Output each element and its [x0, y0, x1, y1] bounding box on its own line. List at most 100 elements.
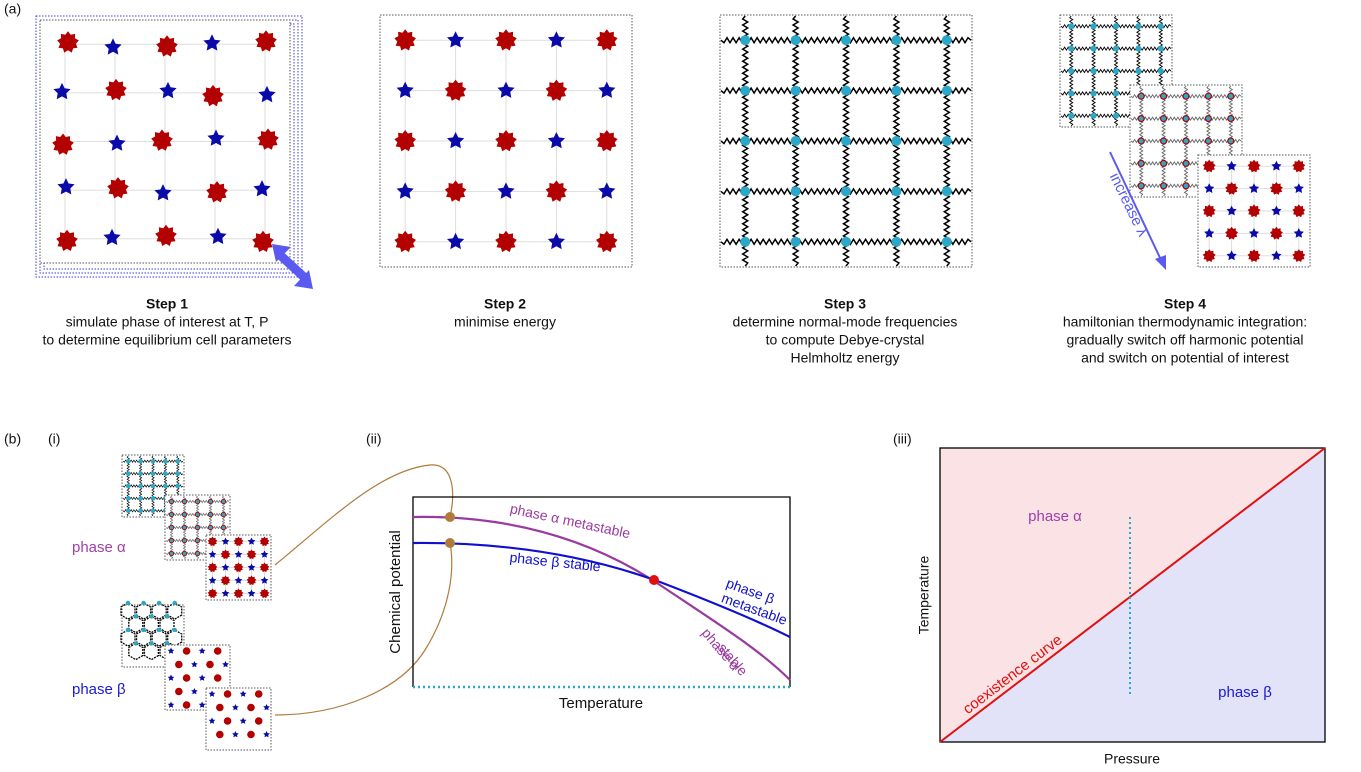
node — [134, 641, 138, 645]
node — [182, 551, 187, 556]
node — [1228, 93, 1234, 99]
node — [1068, 113, 1074, 119]
node — [1138, 93, 1144, 99]
step-text: hamiltonian thermodynamic integration: — [1063, 314, 1307, 330]
node — [740, 237, 750, 247]
node — [173, 628, 177, 632]
node — [1068, 68, 1074, 74]
node — [1183, 116, 1189, 122]
node — [1161, 183, 1167, 189]
node — [1158, 23, 1164, 29]
node — [221, 499, 226, 504]
x-axis-label: Pressure — [1104, 751, 1160, 767]
node — [195, 499, 200, 504]
node — [138, 484, 143, 489]
node — [791, 86, 801, 96]
node — [1158, 46, 1164, 52]
node — [195, 525, 200, 530]
red-atom — [183, 701, 191, 709]
node — [1205, 138, 1211, 144]
cell-arrow — [280, 255, 305, 278]
y-axis-label: Chemical potential — [387, 530, 404, 653]
red-atom — [175, 688, 183, 696]
node — [1135, 23, 1141, 29]
node — [208, 525, 213, 530]
state-point — [445, 538, 455, 548]
node — [1091, 23, 1097, 29]
red-atom — [183, 674, 191, 682]
node — [1228, 138, 1234, 144]
node — [208, 512, 213, 517]
node — [1138, 183, 1144, 189]
node — [141, 628, 145, 632]
node — [126, 509, 131, 514]
node — [195, 538, 200, 543]
node — [1135, 46, 1141, 52]
state-point — [445, 512, 455, 522]
node — [841, 136, 851, 146]
step-text: and switch on potential of interest — [1081, 350, 1289, 366]
step-text: simulate phase of interest at T, P — [66, 314, 269, 330]
red-atom — [183, 647, 191, 655]
node — [169, 499, 174, 504]
node — [942, 136, 952, 146]
node — [1091, 46, 1097, 52]
node — [1113, 90, 1119, 96]
node — [176, 484, 181, 489]
step-text: gradually switch off harmonic potential — [1066, 332, 1303, 348]
node — [141, 601, 145, 605]
node — [1183, 160, 1189, 166]
node — [740, 86, 750, 96]
step-title: Step 2 — [484, 296, 526, 312]
node — [1068, 90, 1074, 96]
step-text: determine normal-mode frequencies — [733, 314, 958, 330]
node — [1183, 93, 1189, 99]
red-atom — [224, 690, 232, 698]
node — [791, 35, 801, 45]
node — [176, 459, 181, 464]
connector — [275, 465, 453, 565]
step-title: Step 1 — [146, 296, 188, 312]
node — [151, 484, 156, 489]
node — [1205, 93, 1211, 99]
phase-label: phase β — [72, 681, 126, 698]
node — [157, 601, 161, 605]
node — [1113, 46, 1119, 52]
node — [126, 628, 130, 632]
node — [126, 496, 131, 501]
node — [169, 538, 174, 543]
node — [841, 237, 851, 247]
node — [1091, 68, 1097, 74]
phase-label: phase α — [1028, 508, 1082, 525]
node — [1205, 116, 1211, 122]
red-atom — [224, 717, 232, 725]
node — [138, 459, 143, 464]
node — [942, 237, 952, 247]
node — [221, 525, 226, 530]
node — [891, 186, 901, 196]
node — [163, 459, 168, 464]
node — [891, 237, 901, 247]
node — [157, 628, 161, 632]
node — [208, 499, 213, 504]
node — [1113, 68, 1119, 74]
node — [151, 509, 156, 514]
node — [176, 471, 181, 476]
node — [1138, 116, 1144, 122]
node — [740, 35, 750, 45]
node — [173, 601, 177, 605]
node — [942, 35, 952, 45]
node — [1161, 116, 1167, 122]
node — [149, 614, 153, 618]
node — [1138, 160, 1144, 166]
node — [891, 35, 901, 45]
lambda-arrow-head — [1155, 255, 1166, 270]
node — [942, 186, 952, 196]
step-title: Step 4 — [1164, 296, 1206, 312]
step-text: minimise energy — [454, 314, 556, 330]
red-atom — [255, 717, 263, 725]
node — [149, 641, 153, 645]
red-atom — [214, 647, 222, 655]
node — [740, 136, 750, 146]
y-axis-label: Temperature — [916, 555, 932, 634]
